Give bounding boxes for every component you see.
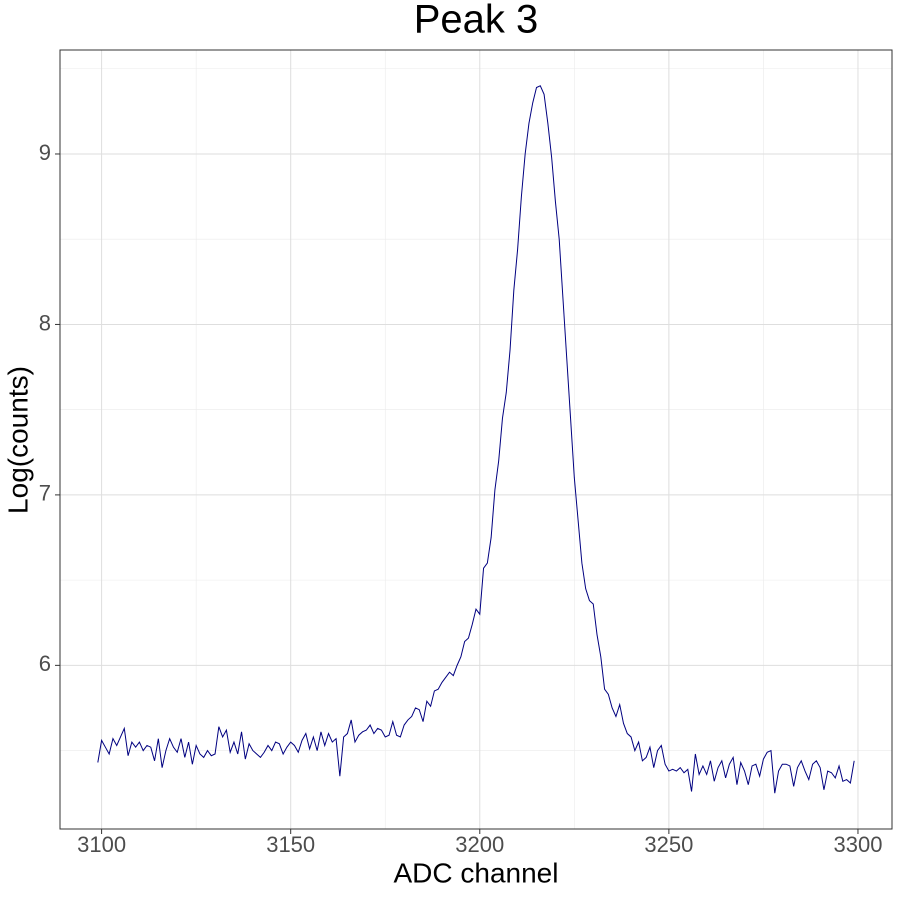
data-line <box>97 85 855 794</box>
x-tick-label: 3100 <box>77 832 126 857</box>
y-tick-label: 9 <box>39 140 51 165</box>
y-tick-label: 7 <box>39 481 51 506</box>
x-tick-label: 3200 <box>455 832 504 857</box>
x-tick-label: 3150 <box>266 832 315 857</box>
y-tick-label: 6 <box>39 651 51 676</box>
x-axis-label: ADC channel <box>394 857 559 888</box>
x-tick-label: 3300 <box>833 832 882 857</box>
panel-border <box>59 49 893 830</box>
y-tick-label: 8 <box>39 310 51 335</box>
plot-area: 3100 3150 3200 3250 3300 6 7 8 9 <box>39 49 893 857</box>
y-axis-label: Log(counts) <box>2 366 33 514</box>
chart-title: Peak 3 <box>414 0 539 42</box>
x-tick-label: 3250 <box>644 832 693 857</box>
